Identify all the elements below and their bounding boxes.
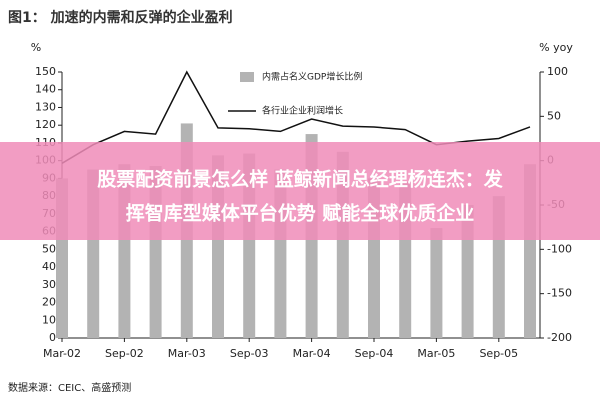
chart-title: 图1： 加速的内需和反弹的企业盈利 [8, 9, 233, 26]
y-tick-label: 140 [35, 83, 56, 96]
bar [430, 228, 443, 338]
y2-tick-label: -200 [547, 331, 572, 344]
x-tick-label: Mar-04 [293, 347, 331, 360]
y2-tick-label: -150 [547, 287, 572, 300]
x-tick-label: Mar-02 [43, 347, 81, 360]
y-tick-label: 150 [35, 65, 56, 78]
y-tick-label: 50 [42, 242, 56, 255]
banner-text: 挥智库型媒体平台优势 赋能全球优质企业 [126, 202, 475, 225]
x-tick-label: Sep-03 [230, 347, 269, 360]
x-tick-label: Mar-03 [168, 347, 206, 360]
legend-label: 各行业企业利润增长 [262, 105, 343, 117]
y2-axis-label: % yoy [539, 41, 573, 54]
banner [0, 142, 600, 240]
x-tick-label: Mar-05 [417, 347, 455, 360]
y2-tick-label: -100 [547, 242, 572, 255]
y-tick-label: 0 [49, 331, 56, 344]
x-tick-label: Sep-05 [479, 347, 518, 360]
y-tick-label: 20 [42, 296, 56, 309]
legend-swatch [240, 72, 254, 82]
y-axis-label: % [31, 41, 41, 54]
source: 数据来源：CEIC、高盛预测 [8, 381, 131, 394]
y2-tick-label: 100 [547, 65, 568, 78]
y-tick-label: 40 [42, 260, 56, 273]
x-tick-label: Sep-02 [105, 347, 144, 360]
bar [118, 164, 131, 338]
x-tick-label: Sep-04 [355, 347, 394, 360]
banner-text: 股票配资前景怎么样 蓝鲸新闻总经理杨连杰：发 [97, 168, 504, 191]
y2-tick-label: 50 [547, 109, 561, 122]
y-tick-label: 130 [35, 100, 56, 113]
y-tick-label: 10 [42, 313, 56, 326]
legend-label: 内需占名义GDP增长比例 [262, 71, 362, 83]
y-tick-label: 120 [35, 118, 56, 131]
y-tick-label: 30 [42, 278, 56, 291]
